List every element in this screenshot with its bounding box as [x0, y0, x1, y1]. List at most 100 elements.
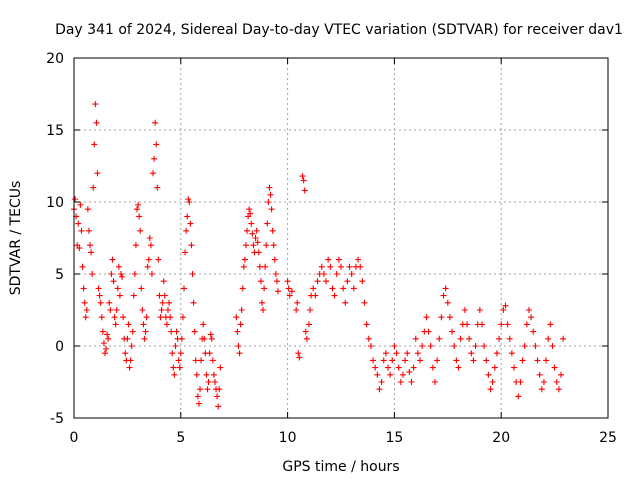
data-point — [84, 206, 91, 213]
data-point — [549, 343, 556, 349]
x-tick-label: 20 — [492, 430, 510, 446]
data-point — [128, 343, 135, 349]
data-point — [342, 299, 349, 306]
data-point — [266, 184, 273, 191]
data-point — [106, 299, 113, 306]
data-point — [160, 278, 167, 285]
data-point — [152, 119, 159, 126]
data-point — [440, 292, 447, 299]
data-point — [425, 328, 432, 335]
data-point — [314, 278, 321, 285]
data-point — [436, 335, 443, 342]
data-point — [247, 210, 254, 217]
data-point — [217, 364, 224, 371]
data-point — [235, 343, 242, 349]
data-point — [163, 321, 170, 328]
data-point — [167, 314, 174, 321]
data-point — [195, 400, 202, 407]
data-point — [500, 307, 507, 313]
data-point — [434, 357, 441, 364]
data-point — [489, 379, 496, 385]
data-point — [498, 321, 505, 328]
data-point — [166, 299, 173, 306]
data-point — [134, 206, 141, 213]
data-point — [270, 242, 277, 249]
data-point — [496, 335, 503, 342]
data-point — [158, 307, 165, 313]
data-point — [200, 321, 207, 328]
data-point — [255, 249, 262, 256]
data-point — [461, 307, 468, 313]
data-point — [161, 292, 168, 299]
data-point — [293, 307, 300, 313]
y-axis-label: SDTVAR / TECUs — [8, 181, 24, 296]
data-point — [412, 335, 419, 342]
x-tick-label: 15 — [385, 430, 403, 446]
data-point — [107, 307, 114, 313]
y-tick-label: 5 — [55, 267, 64, 283]
data-point — [333, 271, 340, 277]
data-point — [184, 213, 191, 220]
data-point — [261, 285, 268, 292]
data-point — [517, 379, 524, 385]
data-point — [380, 357, 387, 364]
data-point — [125, 321, 132, 328]
data-point — [331, 292, 338, 299]
data-point — [112, 321, 119, 328]
data-point — [124, 335, 131, 342]
data-point — [142, 328, 149, 335]
data-point — [80, 285, 87, 292]
data-point — [155, 256, 162, 263]
data-point — [147, 242, 154, 249]
data-point — [491, 364, 498, 371]
data-point — [429, 364, 436, 371]
x-axis-label: GPS time / hours — [282, 459, 399, 475]
data-point — [173, 328, 180, 335]
data-point — [176, 364, 183, 371]
data-point — [431, 379, 438, 385]
x-tick-label: 0 — [70, 430, 79, 446]
data-point — [172, 343, 179, 349]
data-point — [427, 343, 434, 349]
data-point — [87, 242, 94, 249]
data-point — [78, 227, 85, 234]
data-point — [417, 357, 424, 364]
data-point — [476, 307, 483, 313]
data-point — [312, 292, 319, 299]
data-point — [210, 371, 217, 378]
data-point — [137, 227, 144, 234]
data-point — [237, 321, 244, 328]
data-point — [264, 220, 271, 227]
data-point — [466, 335, 473, 342]
data-point — [239, 285, 246, 292]
data-point — [131, 271, 138, 277]
data-point — [320, 271, 327, 277]
data-point — [209, 357, 216, 364]
data-point — [468, 350, 475, 357]
data-point — [344, 278, 351, 285]
data-point — [233, 314, 240, 321]
data-point — [146, 235, 153, 241]
data-point — [523, 321, 530, 328]
data-point — [178, 335, 185, 342]
data-point — [104, 331, 111, 338]
data-point — [139, 307, 146, 313]
data-point — [532, 343, 539, 349]
data-point — [455, 364, 462, 371]
data-point — [376, 386, 383, 393]
x-tick-label: 10 — [279, 430, 297, 446]
data-point — [378, 379, 385, 385]
data-point — [363, 321, 370, 328]
data-point — [193, 371, 200, 378]
data-point — [181, 285, 188, 292]
data-point — [274, 288, 281, 295]
data-point — [108, 271, 115, 277]
data-point — [348, 271, 355, 277]
data-point — [215, 403, 222, 410]
data-point — [240, 263, 247, 270]
data-point — [81, 299, 88, 306]
data-point — [99, 328, 106, 335]
data-point — [95, 285, 102, 292]
data-point — [100, 340, 107, 347]
data-point — [150, 170, 157, 177]
